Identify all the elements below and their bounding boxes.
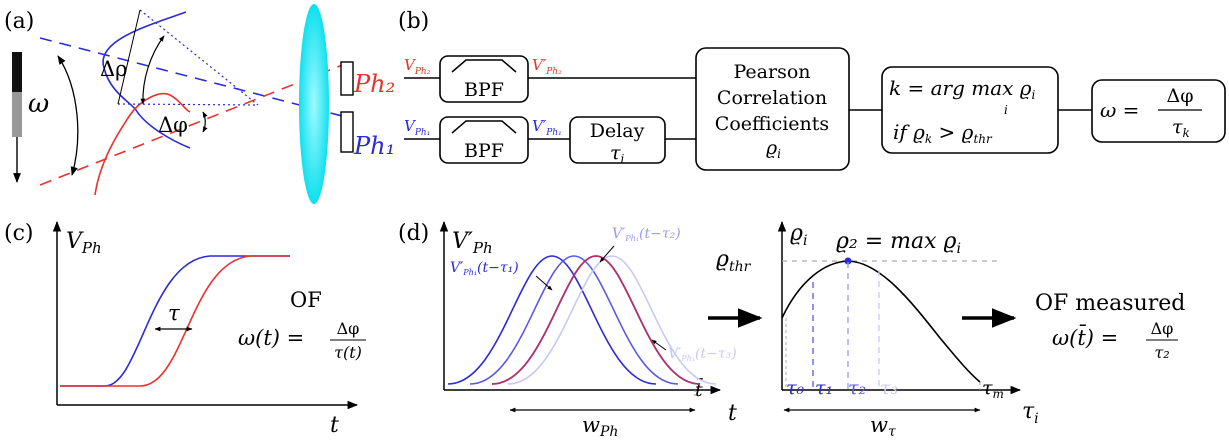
d2-taum: τm (982, 377, 1004, 401)
ph1-label: Ph₁ (353, 132, 395, 160)
c-ylabel: VPh (66, 229, 102, 257)
v-ph1-prime-label: V′Ph₁ (532, 117, 562, 138)
d-curve-label-2-pointer (599, 245, 615, 263)
panel-c-label: (c) (4, 221, 34, 246)
argmax-line1: k = arg max ϱi (889, 76, 1036, 102)
d-of-den: τ₂ (1154, 343, 1169, 362)
stripe-dark (12, 52, 22, 92)
panel-c: (c) VPh t τ OF ω(t) = Δφ τ(t) (4, 220, 366, 438)
d-wph-label: wPh (582, 413, 618, 440)
omega-box-den: τk (1172, 116, 1190, 140)
delay-tau-label: τi (610, 142, 625, 166)
ray-blue (39, 37, 351, 119)
dotted-line-1 (139, 9, 259, 106)
ph2-sensor (340, 61, 354, 96)
d2-max-point (844, 257, 852, 265)
delay-label: Delay (590, 120, 645, 142)
d2-tau2: τ₂ (848, 377, 866, 399)
omega-arrow (57, 55, 79, 176)
d-curve-label-1: V′Ph₁(t−τ₁) (450, 260, 519, 277)
omega-label: ω (28, 89, 49, 119)
panel-d-label: (d) (398, 221, 429, 246)
delta-rho-line (117, 9, 141, 105)
panel-b-label: (b) (398, 9, 429, 34)
d-curve-label-2: V′Ph₁(t−τ₂) (612, 226, 681, 243)
d-xlabel: t (728, 401, 737, 426)
d-of-measured: OF measured (1035, 291, 1185, 316)
panel-b: (b) VPh₂ V′Ph₂ VPh₁ V′Ph₁ BPF BPF Delay … (398, 9, 1226, 171)
d2-xlabel: τi (1022, 399, 1039, 427)
c-tau-label: τ (168, 301, 180, 325)
omega-box: ω = Δφ τk (1091, 79, 1226, 143)
d-pulse-1 (447, 255, 657, 385)
stripe-gray (12, 92, 22, 137)
pearson-line4: ϱi (766, 137, 781, 161)
d-pulse-red (491, 255, 701, 385)
lens (299, 4, 329, 204)
d-of-eq: ω(t̄) = (1052, 324, 1118, 350)
bpf-top-label: BPF (464, 79, 504, 101)
dotted-line-2 (117, 103, 259, 106)
d2-tau1: τ₁ (815, 377, 833, 399)
c-blue-curve (60, 255, 290, 387)
pearson-line2: Correlation (717, 87, 827, 109)
d2-wtau-label: wτ (870, 413, 896, 440)
ph1-sensor (340, 111, 354, 153)
d2-tau3: τ₃ (880, 377, 898, 399)
delta-phi-label: Δφ (158, 113, 188, 137)
d2-correlation-curve (781, 260, 981, 383)
panel-a: (a) Δρ Δφ ω Ph₂ Ph₁ (4, 4, 395, 204)
omega-box-num: Δφ (1166, 85, 1193, 107)
d2-ylabel: ϱi (790, 221, 807, 249)
delta-rho-label: Δρ (100, 57, 128, 81)
d-curve-label-3-pointer (651, 339, 667, 351)
delta-rho-arrow (140, 35, 165, 105)
d-curve-label-3: V′Ph₁(t−τ₃) (668, 346, 737, 363)
d2-rho-thr: ϱthr (716, 247, 752, 275)
v-ph2-prime-label: V′Ph₂ (532, 56, 562, 77)
bpf-box-top: BPF (439, 55, 529, 103)
c-of-den: τ(t) (334, 343, 362, 362)
v-ph2-label: VPh₂ (404, 56, 431, 77)
d2-rho-max: ϱ₂ = max ϱi (836, 229, 961, 257)
d-ylabel: V′Ph (452, 229, 493, 257)
argmax-line2: if ϱk > ϱthr (893, 120, 993, 146)
delta-phi-arrow (202, 111, 208, 133)
d-curve-label-1-pointer (535, 275, 553, 291)
c-of-eq: ω(t) = (238, 326, 304, 350)
panel-a-label: (a) (4, 9, 34, 34)
argmax-under: i (1004, 103, 1008, 117)
c-xlabel: t (330, 413, 339, 438)
omega-box-lhs: ω = (1100, 98, 1139, 122)
c-of-num: Δφ (337, 319, 360, 338)
pearson-line1: Pearson (733, 61, 810, 83)
v-ph1-label: VPh₁ (404, 117, 430, 138)
d-pulse-3 (507, 255, 717, 385)
blue-profile (102, 11, 191, 149)
bpf-box-bottom: BPF (439, 116, 529, 164)
pearson-line3: Coefficients (715, 113, 829, 135)
argmax-box: k = arg max ϱi i if ϱk > ϱthr (881, 66, 1059, 154)
panel-d: (d) V′Ph t t̄ V′Ph₁(t−τ₁) V′Ph₁(t−τ₂) V′… (398, 220, 1185, 440)
ph2-label: Ph₂ (353, 70, 395, 98)
pearson-box: Pearson Correlation Coefficients ϱi (695, 47, 850, 171)
c-of: OF (290, 288, 322, 312)
bpf-bottom-label: BPF (464, 140, 504, 162)
d2-tau0: τ₀ (786, 377, 805, 399)
d-pulse-2 (469, 255, 679, 385)
d-tbar: t̄ (695, 377, 703, 401)
d-of-num: Δφ (1151, 319, 1174, 338)
delay-box: Delay τi (569, 116, 666, 166)
ray-red (39, 61, 351, 186)
c-red-curve (60, 255, 290, 387)
